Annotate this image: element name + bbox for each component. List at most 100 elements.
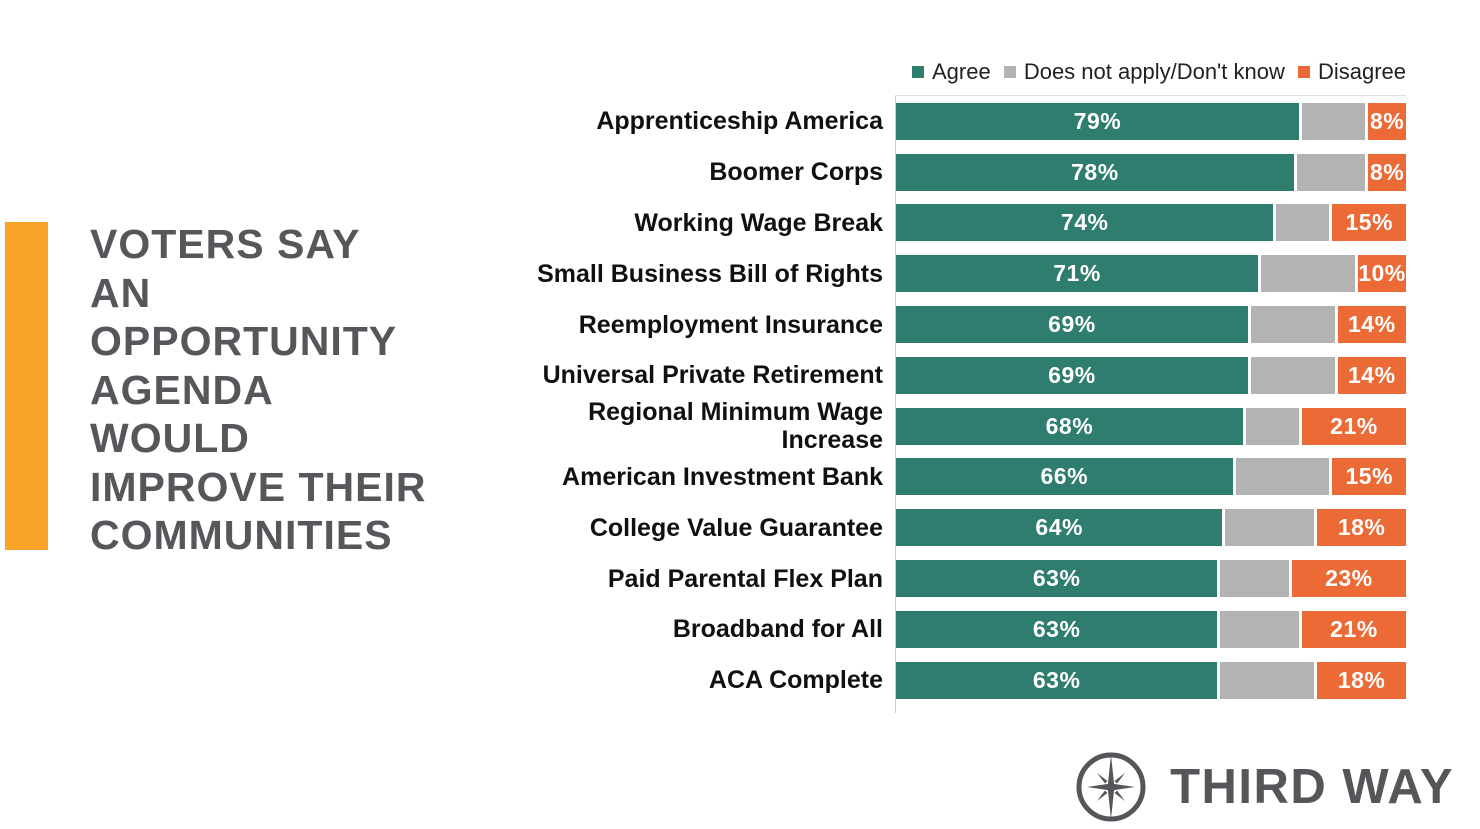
- disagree-segment: 23%: [1288, 560, 1406, 598]
- neutral-segment: [1242, 407, 1299, 445]
- disagree-segment: 15%: [1329, 204, 1406, 242]
- disagree-segment: 21%: [1298, 610, 1406, 648]
- legend-item-neutral: Does not apply/Don't know: [1003, 59, 1285, 85]
- chart-row: Regional Minimum Wage Increase 68% 21%: [505, 398, 1406, 455]
- chart-row: Reemployment Insurance 69% 14%: [505, 299, 1406, 350]
- chart-row: Boomer Corps 78% 8%: [505, 147, 1406, 198]
- value-label: 21%: [1330, 412, 1378, 439]
- category-label: Working Wage Break: [634, 208, 883, 237]
- chart-legend: Agree Does not apply/Don't know Disagree: [912, 59, 1406, 85]
- category-label: ACA Complete: [708, 666, 883, 695]
- neutral-segment: [1217, 560, 1289, 598]
- accent-bar: [5, 222, 48, 550]
- bar-chart-rows: Apprenticeship America 79% 8% Boomer Corps 7…: [505, 96, 1406, 706]
- chart-row: College Value Guarantee 64% 18%: [505, 502, 1406, 553]
- category-label: College Value Guarantee: [589, 513, 883, 542]
- third-way-logo: THIRD WAY: [1074, 750, 1454, 824]
- disagree-segment: 18%: [1314, 509, 1406, 547]
- neutral-segment: [1222, 509, 1315, 547]
- bar-track: 69% 14%: [896, 356, 1406, 394]
- value-label: 74%: [1060, 209, 1109, 236]
- bar-track: 69% 14%: [896, 306, 1406, 344]
- chart-row: Universal Private Retirement 69% 14%: [505, 350, 1406, 401]
- chart-row: Apprenticeship America 79% 8%: [505, 96, 1406, 147]
- value-label: 68%: [1045, 412, 1094, 439]
- disagree-segment: 8%: [1365, 153, 1406, 191]
- agree-segment: 69%: [896, 306, 1248, 344]
- legend-swatch-agree: [912, 66, 924, 78]
- agree-segment: 63%: [896, 610, 1218, 648]
- bar-track: 63% 23%: [896, 560, 1406, 598]
- disagree-segment: 14%: [1334, 356, 1406, 394]
- agree-segment: 68%: [896, 407, 1243, 445]
- neutral-segment: [1217, 661, 1315, 699]
- category-label: Broadband for All: [672, 615, 883, 644]
- legend-item-disagree: Disagree: [1297, 59, 1406, 85]
- chart-row: Working Wage Break 74% 15%: [505, 198, 1406, 249]
- agree-segment: 74%: [896, 204, 1274, 242]
- category-label: Small Business Bill of Rights: [537, 259, 883, 288]
- value-label: 15%: [1345, 463, 1393, 490]
- value-label: 8%: [1369, 107, 1405, 134]
- bar-track: 79% 8%: [896, 102, 1406, 140]
- chart-row: Broadband for All 63% 21%: [505, 604, 1406, 655]
- neutral-segment: [1298, 102, 1366, 140]
- value-label: 10%: [1358, 260, 1406, 287]
- agree-segment: 79%: [896, 102, 1299, 140]
- agree-segment: 63%: [896, 661, 1218, 699]
- legend-swatch-disagree: [1297, 66, 1310, 78]
- value-label: 79%: [1073, 107, 1122, 134]
- disagree-segment: 21%: [1298, 407, 1406, 445]
- value-label: 66%: [1040, 463, 1089, 490]
- compass-icon: [1076, 752, 1146, 822]
- agree-segment: 78%: [896, 153, 1294, 191]
- value-label: 63%: [1032, 666, 1081, 693]
- value-label: 14%: [1348, 311, 1396, 338]
- agree-segment: 71%: [896, 255, 1259, 293]
- chart-row: Small Business Bill of Rights 71% 10%: [505, 248, 1406, 299]
- disagree-segment: 18%: [1314, 661, 1406, 699]
- category-label: Paid Parental Flex Plan: [607, 564, 883, 593]
- bar-track: 63% 21%: [896, 610, 1406, 648]
- legend-label: Does not apply/Don't know: [1023, 59, 1285, 84]
- chart-row: Paid Parental Flex Plan 63% 23%: [505, 553, 1406, 604]
- value-label: 69%: [1048, 361, 1096, 388]
- value-label: 18%: [1337, 666, 1386, 693]
- bar-track: 64% 18%: [896, 509, 1406, 547]
- neutral-segment: [1258, 255, 1355, 293]
- neutral-segment: [1293, 153, 1366, 191]
- legend-item-agree: Agree: [912, 59, 991, 85]
- category-label: Boomer Corps: [709, 158, 883, 187]
- category-label: Apprenticeship America: [596, 107, 883, 136]
- agree-segment: 66%: [896, 458, 1233, 496]
- value-label: 23%: [1325, 565, 1373, 592]
- legend-swatch-neutral: [1003, 66, 1016, 78]
- neutral-segment: [1217, 610, 1299, 648]
- value-label: 8%: [1369, 158, 1405, 185]
- chart-row: ACA Complete 63% 18%: [505, 655, 1406, 706]
- disagree-segment: 8%: [1365, 102, 1406, 140]
- category-label: American Investment Bank: [562, 462, 883, 491]
- value-label: 63%: [1032, 615, 1081, 642]
- agree-segment: 69%: [896, 356, 1248, 394]
- bar-track: 71% 10%: [896, 255, 1406, 293]
- value-label: 71%: [1053, 260, 1101, 287]
- neutral-segment: [1273, 204, 1330, 242]
- disagree-segment: 15%: [1329, 458, 1406, 496]
- value-label: 14%: [1348, 361, 1396, 388]
- category-label: Regional Minimum Wage Increase: [588, 398, 883, 455]
- neutral-segment: [1232, 458, 1330, 496]
- value-label: 64%: [1035, 514, 1083, 541]
- disagree-segment: 10%: [1354, 255, 1406, 293]
- agree-segment: 64%: [896, 509, 1223, 547]
- bar-track: 66% 15%: [896, 458, 1406, 496]
- category-label: Reemployment Insurance: [578, 310, 883, 339]
- value-label: 63%: [1032, 565, 1081, 592]
- value-label: 78%: [1071, 158, 1119, 185]
- value-label: 15%: [1345, 209, 1393, 236]
- agree-segment: 63%: [896, 560, 1218, 598]
- chart-row: American Investment Bank 66% 15%: [505, 452, 1406, 503]
- neutral-segment: [1247, 306, 1335, 344]
- bar-track: 68% 21%: [896, 407, 1406, 445]
